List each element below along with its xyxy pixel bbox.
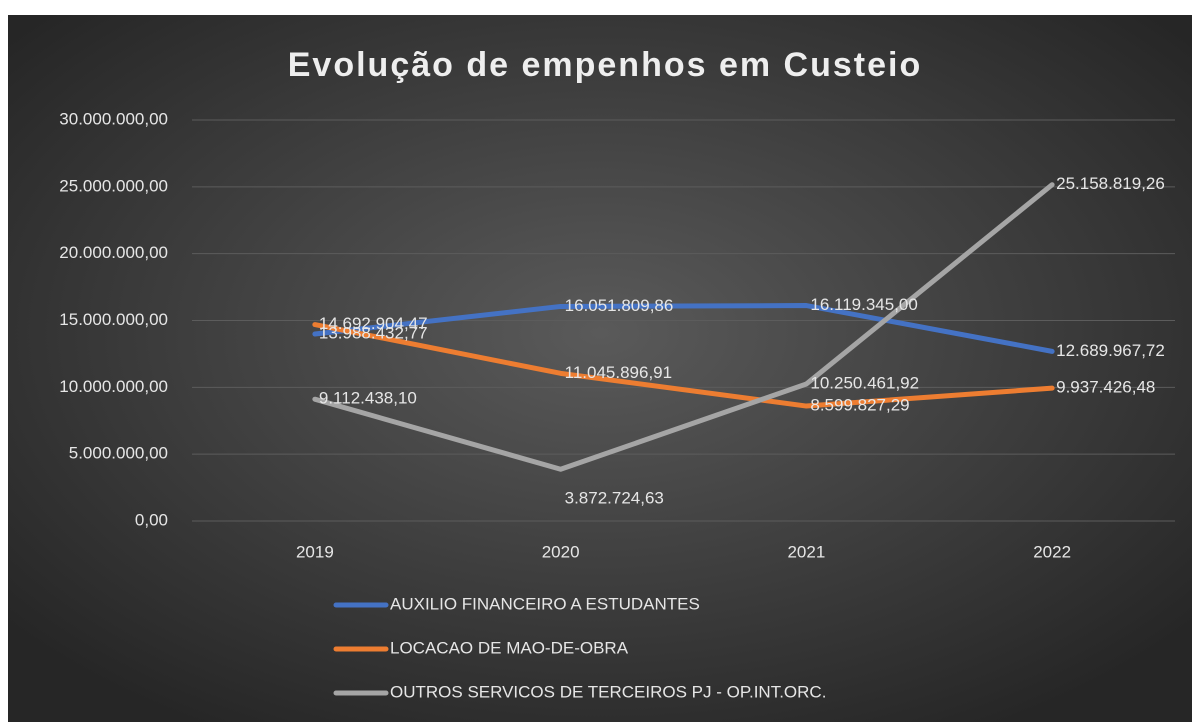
legend-label: LOCACAO DE MAO-DE-OBRA: [390, 638, 629, 657]
data-label: 16.119.345,00: [810, 295, 917, 314]
data-label: 3.872.724,63: [565, 489, 664, 508]
y-tick-label: 30.000.000,00: [59, 109, 168, 128]
x-tick-label: 2020: [542, 542, 580, 561]
data-label: 11.045.896,91: [565, 363, 672, 382]
data-label: 25.158.819,26: [1056, 174, 1165, 193]
legend-label: AUXILIO FINANCEIRO A ESTUDANTES: [390, 594, 700, 613]
chart-background: [8, 15, 1192, 722]
data-label: 10.250.461,92: [810, 373, 919, 392]
y-tick-label: 25.000.000,00: [59, 176, 168, 195]
data-label: 12.689.967,72: [1056, 341, 1165, 360]
y-tick-label: 0,00: [135, 510, 168, 529]
y-tick-label: 15.000.000,00: [59, 310, 168, 329]
data-label: 16.051.809,86: [565, 296, 674, 315]
x-tick-label: 2021: [787, 542, 825, 561]
legend-label: OUTROS SERVICOS DE TERCEIROS PJ - OP.INT…: [390, 682, 826, 701]
y-tick-label: 5.000.000,00: [69, 444, 168, 463]
y-tick-label: 10.000.000,00: [59, 377, 168, 396]
data-label: 14.692.904,47: [319, 314, 428, 333]
series-line: [312, 182, 1055, 472]
chart-title: Evolução de empenhos em Custeio: [288, 46, 922, 84]
data-label: 8.599.827,29: [810, 396, 909, 415]
data-label: 13.988.432,77: [319, 324, 428, 343]
data-label: 9.937.426,48: [1056, 378, 1155, 397]
data-label: 9.112.438,10: [319, 389, 417, 408]
x-tick-label: 2022: [1033, 542, 1071, 561]
x-tick-label: 2019: [296, 542, 334, 561]
y-tick-label: 20.000.000,00: [59, 243, 168, 262]
series-line: [312, 303, 1055, 354]
series-line: [312, 322, 1055, 409]
